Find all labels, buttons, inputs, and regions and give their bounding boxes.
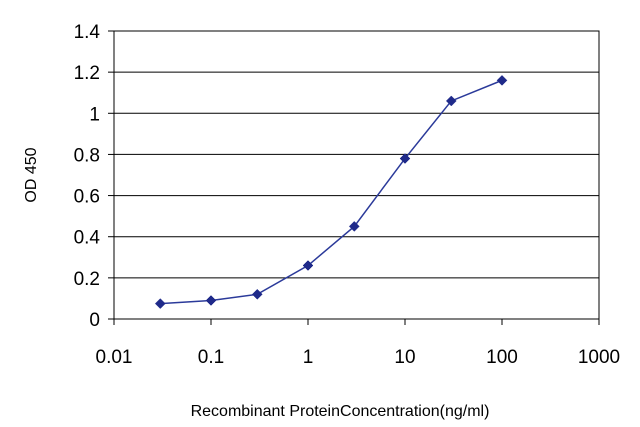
y-tick-label: 1.2 [74,63,100,84]
x-tick-label: 100 [486,347,518,368]
y-tick-label: 0 [89,310,100,331]
data-point-marker [445,95,457,107]
x-tick-label: 1 [303,347,314,368]
x-tick-label: 0.01 [96,347,133,368]
x-axis-title: Recombinant ProteinConcentration(ng/ml) [191,403,490,420]
data-point-marker [302,260,314,271]
data-point-marker [399,153,411,164]
series-line [160,79,503,305]
y-axis-ticks: 0 0.2 0.4 0.6 0.8 1 1.2 1.4 [74,22,114,331]
data-point-marker [496,75,508,86]
x-axis-ticks: 0.01 0.1 1 10 100 1000 [96,319,620,368]
y-tick-label: 1.4 [74,22,101,43]
gridlines [114,71,599,279]
y-tick-label: 0.8 [74,145,100,166]
series-group [154,75,508,309]
x-tick-label: 1000 [578,347,620,368]
y-tick-label: 0.2 [74,269,100,290]
data-point-marker [154,298,166,309]
y-tick-label: 0.4 [74,228,101,249]
x-tick-label: 0.1 [198,347,224,368]
x-tick-label: 10 [394,347,415,368]
y-axis-title: OD 450 [23,147,40,202]
y-tick-label: 0.6 [74,187,100,208]
plot-area-frame [113,30,600,320]
data-point-marker [251,288,263,300]
data-point-marker [348,221,360,232]
data-point-marker [205,295,217,306]
y-tick-label: 1 [89,104,100,125]
